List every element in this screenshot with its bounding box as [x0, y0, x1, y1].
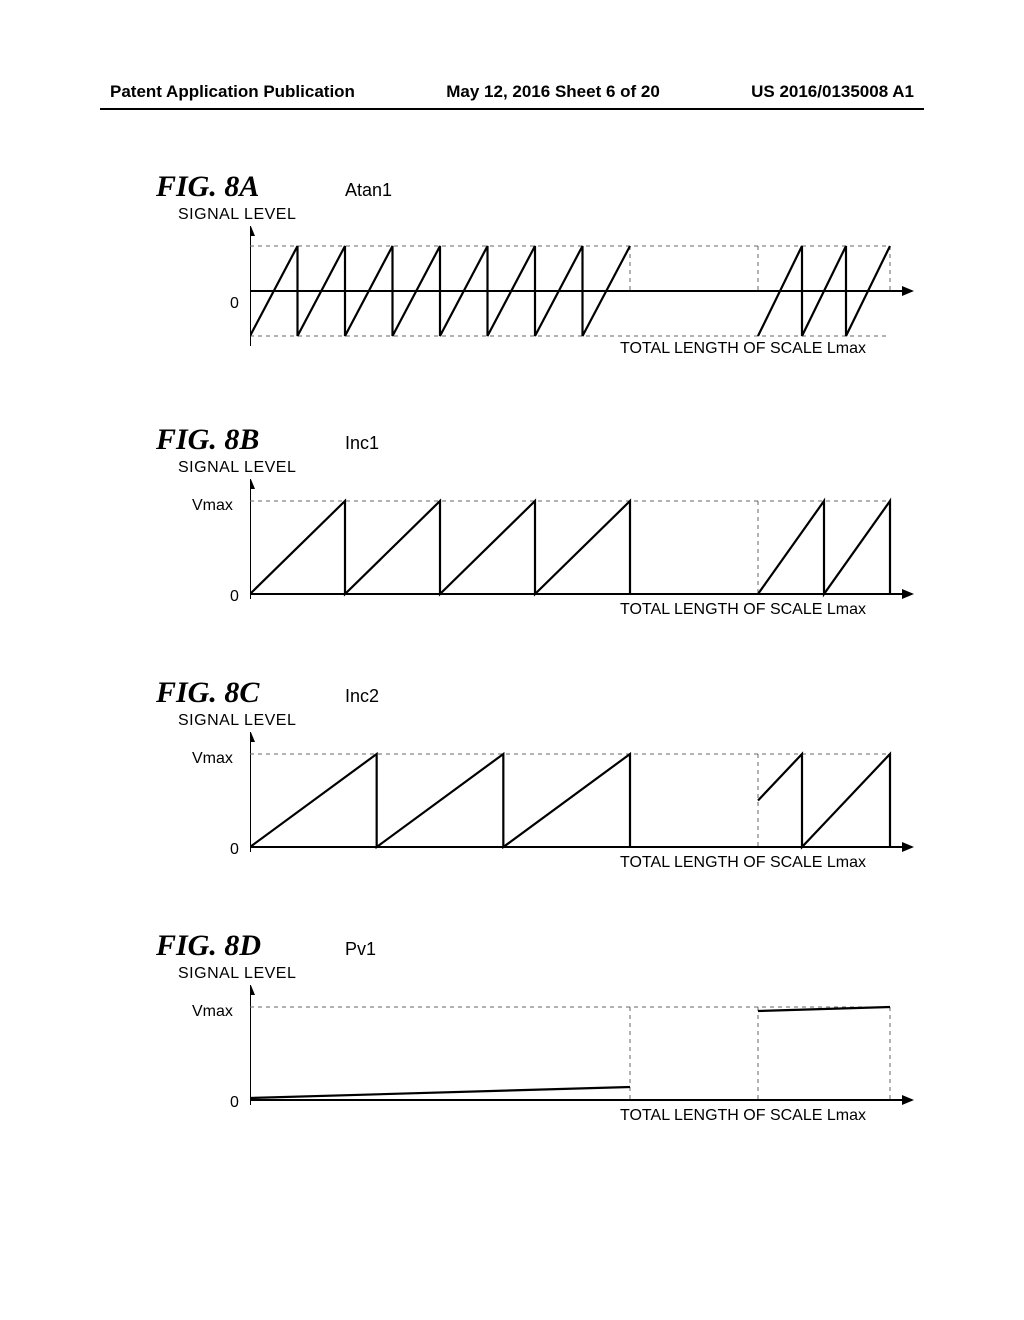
- header-rule: [100, 108, 924, 110]
- y-axis-label: SIGNAL LEVEL: [178, 459, 296, 477]
- figure-3: FIG. 8DPv1SIGNAL LEVELVmax0TOTAL LENGTH …: [130, 929, 910, 1182]
- figure-title: FIG. 8D: [156, 929, 261, 963]
- figure-title: FIG. 8B: [156, 423, 259, 457]
- figure-0: FIG. 8AAtan1SIGNAL LEVEL0TOTAL LENGTH OF…: [130, 170, 910, 423]
- y-tick-label: 0: [230, 1094, 239, 1112]
- figure-title: FIG. 8C: [156, 676, 259, 710]
- figure-1: FIG. 8BInc1SIGNAL LEVELVmax0TOTAL LENGTH…: [130, 423, 910, 676]
- y-axis-label: SIGNAL LEVEL: [178, 965, 296, 983]
- y-tick-label: Vmax: [192, 1003, 233, 1021]
- figure-subtitle: Pv1: [345, 939, 376, 960]
- header-left: Patent Application Publication: [110, 82, 355, 102]
- page-header: Patent Application Publication May 12, 2…: [110, 82, 914, 102]
- y-tick-label: 0: [230, 295, 239, 313]
- y-tick-label: 0: [230, 841, 239, 859]
- page: Patent Application Publication May 12, 2…: [0, 0, 1024, 1320]
- y-tick-label: Vmax: [192, 750, 233, 768]
- chart-svg: [250, 985, 930, 1135]
- figure-title: FIG. 8A: [156, 170, 259, 204]
- chart-svg: [250, 732, 930, 882]
- header-right: US 2016/0135008 A1: [751, 82, 914, 102]
- y-axis-label: SIGNAL LEVEL: [178, 206, 296, 224]
- y-tick-label: 0: [230, 588, 239, 606]
- figures-area: FIG. 8AAtan1SIGNAL LEVEL0TOTAL LENGTH OF…: [130, 170, 910, 1182]
- figure-subtitle: Inc2: [345, 686, 379, 707]
- y-tick-label: Vmax: [192, 497, 233, 515]
- chart-svg: [250, 226, 930, 376]
- y-axis-label: SIGNAL LEVEL: [178, 712, 296, 730]
- figure-subtitle: Atan1: [345, 180, 392, 201]
- figure-subtitle: Inc1: [345, 433, 379, 454]
- header-center: May 12, 2016 Sheet 6 of 20: [446, 82, 660, 102]
- figure-2: FIG. 8CInc2SIGNAL LEVELVmax0TOTAL LENGTH…: [130, 676, 910, 929]
- chart-svg: [250, 479, 930, 629]
